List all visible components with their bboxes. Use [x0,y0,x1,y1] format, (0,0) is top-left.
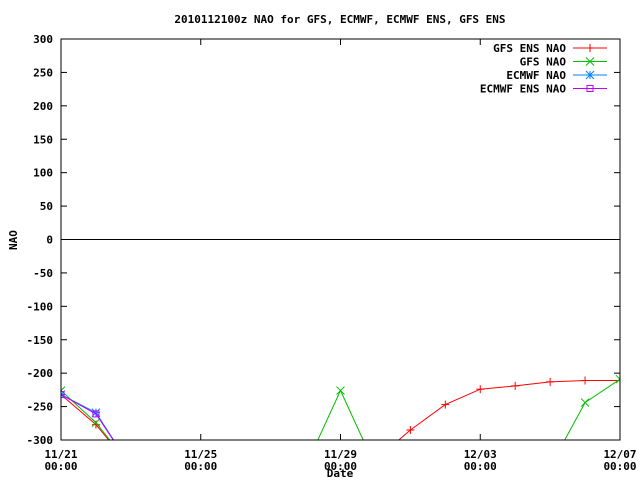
x-tick-label: 00:00 [44,460,77,473]
data-point [336,386,345,395]
y-tick-label: 150 [33,133,53,146]
data-point [546,377,555,386]
x-tick-label: 11/25 [184,448,217,461]
chart-title: 2010112100z NAO for GFS, ECMWF, ECMWF EN… [174,13,505,26]
x-tick-label: 12/03 [464,448,497,461]
legend-label: ECMWF ENS NAO [480,83,566,96]
data-point [580,398,590,407]
y-tick-label: -150 [27,334,54,347]
y-tick-label: -200 [27,367,54,380]
data-point [92,410,100,418]
plot-frame [60,38,621,441]
y-tick-label: -250 [27,401,54,414]
legend-marker [586,44,594,52]
legend-label: ECMWF NAO [506,69,566,82]
data-point [61,391,65,399]
y-tick-label: 250 [33,66,53,79]
data-point [511,381,520,390]
data-point [91,418,101,427]
x-tick-label: 00:00 [464,460,497,473]
y-tick-label: -50 [33,267,53,280]
x-tick-label: 12/07 [603,448,636,461]
y-tick-label: 50 [40,200,53,213]
legend-label: GFS NAO [520,56,567,69]
y-tick-label: -100 [27,300,54,313]
x-tick-label: 11/29 [324,448,357,461]
legend-marker [585,70,595,80]
y-tick-label: 300 [33,33,53,46]
y-axis-label: NAO [7,230,20,250]
data-point [581,376,590,385]
x-tick-label: 00:00 [184,460,217,473]
y-tick-label: 0 [46,234,53,247]
data-point [615,374,620,384]
y-tick-label: -300 [27,434,54,447]
legend-label: GFS ENS NAO [493,42,566,55]
x-tick-label: 11/21 [44,448,77,461]
series-group [61,374,620,440]
x-tick-label: 00:00 [324,460,357,473]
data-point [476,385,485,394]
data-point [406,425,415,434]
y-tick-label: 100 [33,167,53,180]
axis-ticks: 300 250 200 150 100 50 0 -50 -100 -150 -200 -250 -30… [27,33,637,473]
x-axis-label: Date [327,467,354,480]
series-line-4 [61,394,114,440]
data-point [441,400,450,409]
legend-marker [585,57,595,66]
y-tick-label: 200 [33,100,53,113]
x-tick-label: 00:00 [603,460,636,473]
legend-marker [586,85,594,92]
